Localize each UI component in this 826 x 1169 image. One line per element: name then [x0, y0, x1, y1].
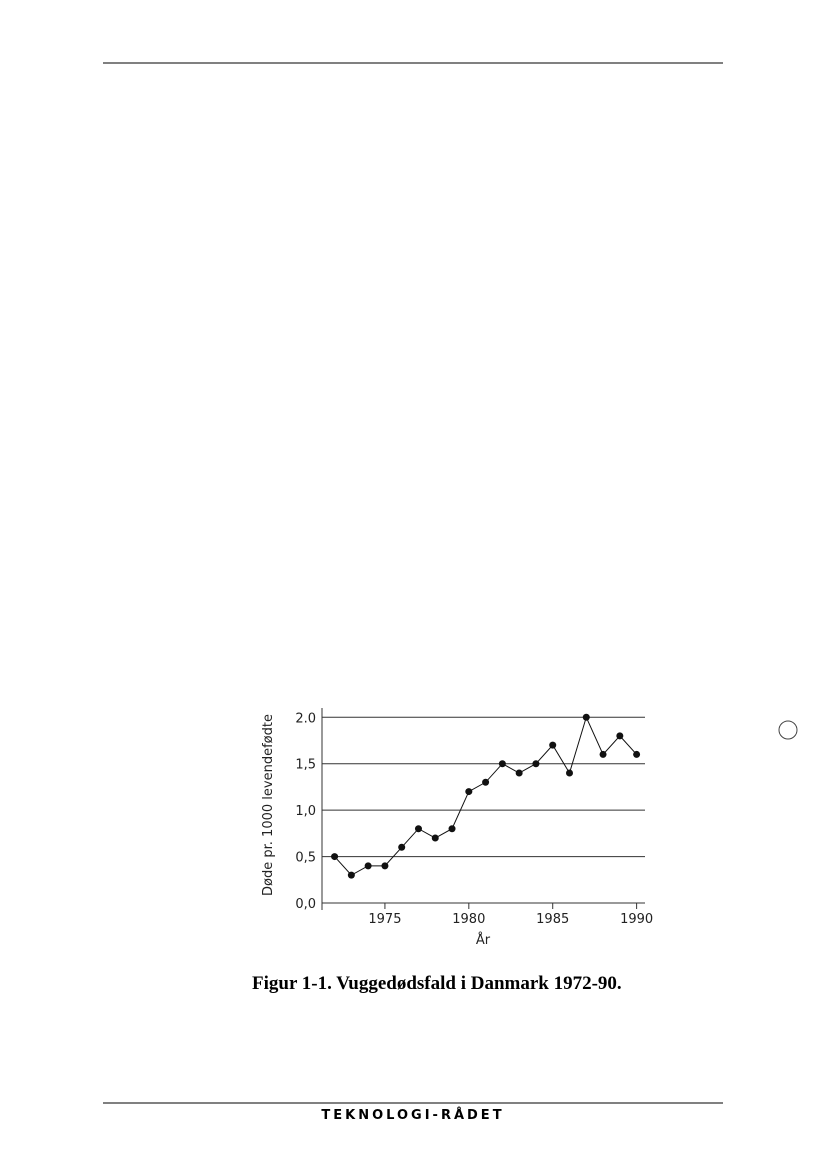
data-point: [431, 834, 439, 842]
data-point: [364, 862, 372, 870]
data-point: [532, 760, 540, 768]
x-axis-label: År: [476, 932, 491, 948]
data-point: [414, 825, 422, 833]
data-point: [633, 750, 641, 758]
data-point: [465, 788, 473, 796]
data-point: [482, 778, 490, 786]
x-tick-label: 1985: [536, 912, 569, 927]
chart: Døde pr. 1000 levendefødte År 0,0 0,5 1,0 1…: [261, 708, 653, 948]
page-marker: [778, 720, 798, 740]
x-tick-label: 1975: [368, 912, 401, 927]
data-point: [398, 843, 406, 851]
y-tick-label: 2.0: [295, 711, 316, 726]
y-axis-label: Døde pr. 1000 levendefødte: [261, 714, 276, 896]
data-point: [565, 769, 573, 777]
data-point: [381, 862, 389, 870]
data-point: [498, 760, 506, 768]
data-point: [582, 713, 590, 721]
data-point: [448, 825, 456, 833]
data-line: [334, 715, 637, 876]
data-point: [515, 769, 523, 777]
x-tick-label: 1980: [452, 912, 485, 927]
data-point: [331, 853, 339, 861]
data-point: [599, 750, 607, 758]
y-tick-label: 1,5: [295, 758, 316, 773]
y-tick-label: 0,0: [295, 897, 316, 912]
data-point: [616, 732, 624, 740]
footer: TEKNOLOGI-RÅDET: [321, 1107, 504, 1123]
caption: Figur 1-1. Vuggedødsfald i Danmark 1972-…: [252, 973, 622, 994]
data-point: [549, 741, 557, 749]
data-point: [347, 871, 355, 879]
x-tick-label: 1990: [620, 912, 653, 927]
y-tick-label: 0,5: [295, 851, 316, 866]
y-tick-label: 1,0: [295, 804, 316, 819]
